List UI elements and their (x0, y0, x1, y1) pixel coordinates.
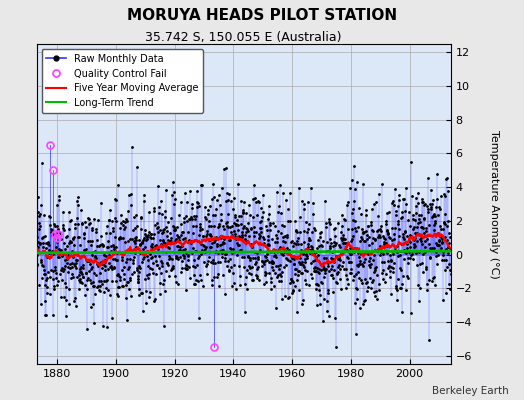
Text: Berkeley Earth: Berkeley Earth (432, 386, 508, 396)
Legend: Raw Monthly Data, Quality Control Fail, Five Year Moving Average, Long-Term Tren: Raw Monthly Data, Quality Control Fail, … (41, 49, 203, 113)
Text: MORUYA HEADS PILOT STATION: MORUYA HEADS PILOT STATION (127, 8, 397, 23)
Y-axis label: Temperature Anomaly (°C): Temperature Anomaly (°C) (489, 130, 499, 278)
Title: 35.742 S, 150.055 E (Australia): 35.742 S, 150.055 E (Australia) (146, 31, 342, 44)
